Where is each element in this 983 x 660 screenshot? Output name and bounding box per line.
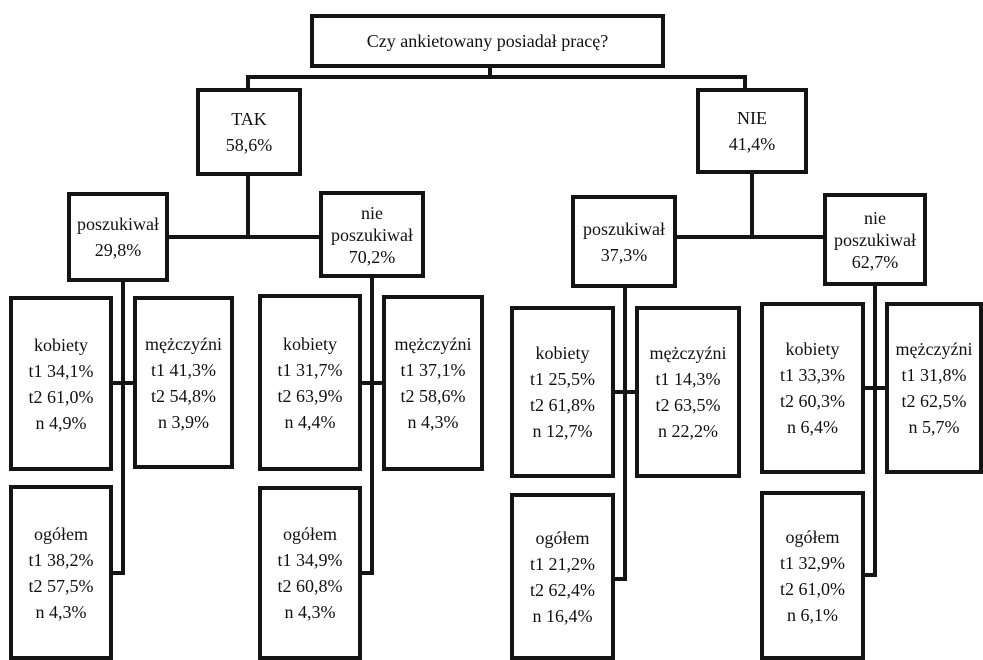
leaf-line: t1 31,8% <box>901 365 967 385</box>
group-nie-not-searched-box: nie poszukiwał 62,7% <box>823 193 927 286</box>
group-value: 29,8% <box>94 240 142 260</box>
leaf-men-box: mężczyźni t1 37,1% t2 58,6% n 4,3% <box>382 295 484 471</box>
leaf-line: t1 34,9% <box>277 550 343 570</box>
leaf-line: t2 62,5% <box>901 391 967 411</box>
leaf-line: n 22,2% <box>658 421 718 441</box>
leaf-line: t2 58,6% <box>400 386 466 406</box>
group-value: 70,2% <box>348 246 396 267</box>
leaf-total-box: ogółem t1 38,2% t2 57,5% n 4,3% <box>9 485 113 660</box>
leaf-men-box: mężczyźni t1 41,3% t2 54,8% n 3,9% <box>133 296 234 469</box>
leaf-men-box: mężczyźni t1 31,8% t2 62,5% n 5,7% <box>885 302 983 474</box>
group-label: poszukiwał <box>331 224 413 245</box>
leaf-line: mężczyźni <box>895 339 973 359</box>
branch-tak-box: TAK 58,6% <box>196 88 302 176</box>
leaf-line: t2 54,8% <box>151 385 216 406</box>
leaf-line: n 4,4% <box>284 411 336 432</box>
leaf-line: kobiety <box>535 343 590 363</box>
group-label: nie <box>361 202 383 223</box>
leaf-women-box: kobiety t1 31,7% t2 63,9% n 4,4% <box>258 294 362 471</box>
leaf-line: mężczyźni <box>145 333 222 354</box>
group-tak-searched-box: poszukiwał 29,8% <box>67 192 169 282</box>
leaf-line: n 4,3% <box>284 602 336 622</box>
leaf-line: t1 31,7% <box>277 359 343 380</box>
leaf-line: ogółem <box>535 527 590 548</box>
leaf-line: t1 14,3% <box>655 369 721 389</box>
branch-value: 58,6% <box>225 135 273 155</box>
group-tak-not-searched-box: nie poszukiwał 70,2% <box>319 191 425 278</box>
leaf-line: ogółem <box>283 524 337 544</box>
leaf-line: mężczyźni <box>649 343 727 363</box>
branch-label: TAK <box>231 109 267 129</box>
leaf-line: t2 61,0% <box>28 386 94 407</box>
leaf-men-box: mężczyźni t1 14,3% t2 63,5% n 22,2% <box>635 306 741 478</box>
group-value: 37,3% <box>600 244 648 265</box>
leaf-line: n 16,4% <box>532 605 593 626</box>
question-box: Czy ankietowany posiadał pracę? <box>310 14 665 68</box>
leaf-line: t1 38,2% <box>28 549 94 570</box>
leaf-line: t1 37,1% <box>400 360 466 380</box>
leaf-line: n 3,9% <box>158 411 209 432</box>
group-nie-searched-box: poszukiwał 37,3% <box>571 195 677 288</box>
leaf-line: n 5,7% <box>908 417 960 437</box>
leaf-line: ogółem <box>785 526 840 547</box>
group-label: nie <box>864 207 886 228</box>
leaf-line: n 6,4% <box>787 417 838 437</box>
leaf-line: t2 63,5% <box>655 395 721 415</box>
leaf-line: kobiety <box>283 333 337 354</box>
leaf-line: t1 34,1% <box>28 360 94 381</box>
leaf-line: n 4,9% <box>35 412 87 433</box>
branch-label: NIE <box>737 108 767 128</box>
group-value: 62,7% <box>851 251 899 272</box>
group-label: poszukiwał <box>834 229 916 250</box>
question-text: Czy ankietowany posiadał pracę? <box>366 31 609 51</box>
leaf-line: mężczyźni <box>394 334 472 354</box>
leaf-line: kobiety <box>34 334 88 355</box>
leaf-total-box: ogółem t1 34,9% t2 60,8% n 4,3% <box>258 486 362 660</box>
leaf-line: n 4,3% <box>35 601 87 622</box>
leaf-line: kobiety <box>785 339 840 359</box>
branch-nie-box: NIE 41,4% <box>696 88 808 174</box>
group-label: poszukiwał <box>77 214 159 234</box>
leaf-line: t2 63,9% <box>277 385 343 406</box>
group-label: poszukiwał <box>583 218 665 239</box>
leaf-women-box: kobiety t1 33,3% t2 60,3% n 6,4% <box>760 302 865 474</box>
branch-value: 41,4% <box>728 134 776 154</box>
leaf-line: t1 25,5% <box>530 369 595 389</box>
leaf-total-box: ogółem t1 21,2% t2 62,4% n 16,4% <box>510 493 615 660</box>
leaf-line: t1 21,2% <box>530 553 595 574</box>
leaf-line: t2 60,8% <box>277 576 343 596</box>
leaf-line: n 6,1% <box>787 604 838 625</box>
leaf-line: t2 61,0% <box>780 578 845 599</box>
leaf-line: t2 57,5% <box>28 575 94 596</box>
leaf-women-box: kobiety t1 34,1% t2 61,0% n 4,9% <box>9 296 113 471</box>
leaf-women-box: kobiety t1 25,5% t2 61,8% n 12,7% <box>510 306 615 478</box>
leaf-line: ogółem <box>34 523 88 544</box>
leaf-line: t1 41,3% <box>151 359 216 380</box>
leaf-line: n 4,3% <box>407 412 459 432</box>
leaf-line: t1 33,3% <box>780 365 845 385</box>
leaf-line: t2 62,4% <box>530 579 595 600</box>
leaf-line: n 12,7% <box>532 421 593 441</box>
leaf-line: t2 61,8% <box>530 395 595 415</box>
leaf-total-box: ogółem t1 32,9% t2 61,0% n 6,1% <box>760 491 865 660</box>
leaf-line: t1 32,9% <box>780 552 845 573</box>
leaf-line: t2 60,3% <box>780 391 845 411</box>
